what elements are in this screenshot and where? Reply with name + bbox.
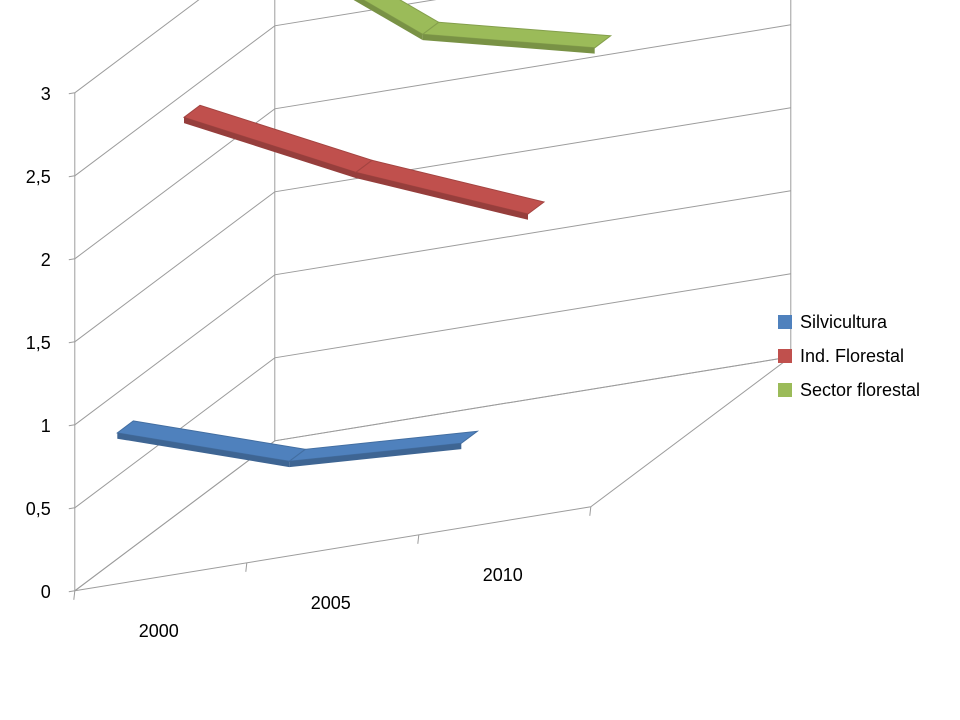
x-tick-label-1: 2005 (311, 593, 351, 613)
y-tick-mark-3 (68, 341, 75, 344)
x-tick-mark-3 (589, 506, 592, 516)
chart-legend: Silvicultura Ind. Florestal Sector florest… (778, 312, 920, 400)
y-tick-label-2: 1 (41, 416, 51, 436)
chart-series-layer (116, 0, 613, 468)
series-1-ribbon-1 (354, 159, 546, 215)
y-tick-label-6: 3 (41, 84, 51, 104)
series-1-edge-0 (184, 117, 356, 179)
gridline-2 (74, 190, 791, 426)
legend-label-2: Sector florestal (800, 380, 920, 400)
series-2 (353, 0, 613, 54)
legend-swatch-2 (778, 383, 792, 397)
series-2-ribbon-1 (421, 21, 613, 49)
legend-label-1: Ind. Florestal (800, 346, 904, 366)
series-0-ribbon-1 (287, 430, 480, 462)
gridline-5 (74, 0, 437, 177)
gridline-1 (74, 273, 791, 509)
chart-floor (74, 356, 792, 592)
x-tick-label-0: 2000 (139, 621, 179, 641)
gridline-6 (74, 0, 200, 94)
series-1-ribbon-0 (182, 104, 374, 173)
legend-label-0: Silvicultura (800, 312, 888, 332)
x-tick-label-2: 2010 (483, 565, 523, 585)
legend-swatch-0 (778, 315, 792, 329)
x-tick-mark-0 (73, 590, 76, 600)
chart-walls (74, 0, 792, 592)
series-0-edge-0 (117, 432, 290, 468)
gridline-4 (74, 24, 791, 260)
y-tick-label-4: 2 (41, 250, 51, 270)
gridline-0 (74, 356, 791, 592)
legend-swatch-1 (778, 349, 792, 363)
x-tick-mark-2 (417, 534, 420, 544)
chart-axis-labels: 0 0,5 1 1,5 2 2,5 3 2000 2005 2010 (26, 84, 592, 641)
y-tick-label-1: 0,5 (26, 499, 51, 519)
x-tick-mark-1 (245, 562, 248, 572)
y-tick-mark-6 (68, 92, 75, 95)
y-tick-mark-1 (68, 507, 75, 510)
series-2-edge-0 (353, 0, 423, 41)
gridline-3 (74, 107, 791, 343)
series-0 (116, 420, 480, 468)
y-tick-mark-0 (68, 590, 75, 593)
series-1 (182, 104, 546, 220)
y-tick-label-0: 0 (41, 582, 51, 602)
y-tick-mark-2 (68, 424, 75, 427)
series-1-edge-1 (356, 172, 528, 220)
chart-gridlines (74, 0, 791, 592)
series-0-edge-1 (289, 443, 462, 468)
series-2-edge-1 (422, 34, 595, 54)
y-tick-mark-4 (68, 258, 75, 261)
y-tick-mark-5 (68, 175, 75, 178)
y-tick-label-3: 1,5 (26, 333, 51, 353)
y-tick-label-5: 2,5 (26, 167, 51, 187)
